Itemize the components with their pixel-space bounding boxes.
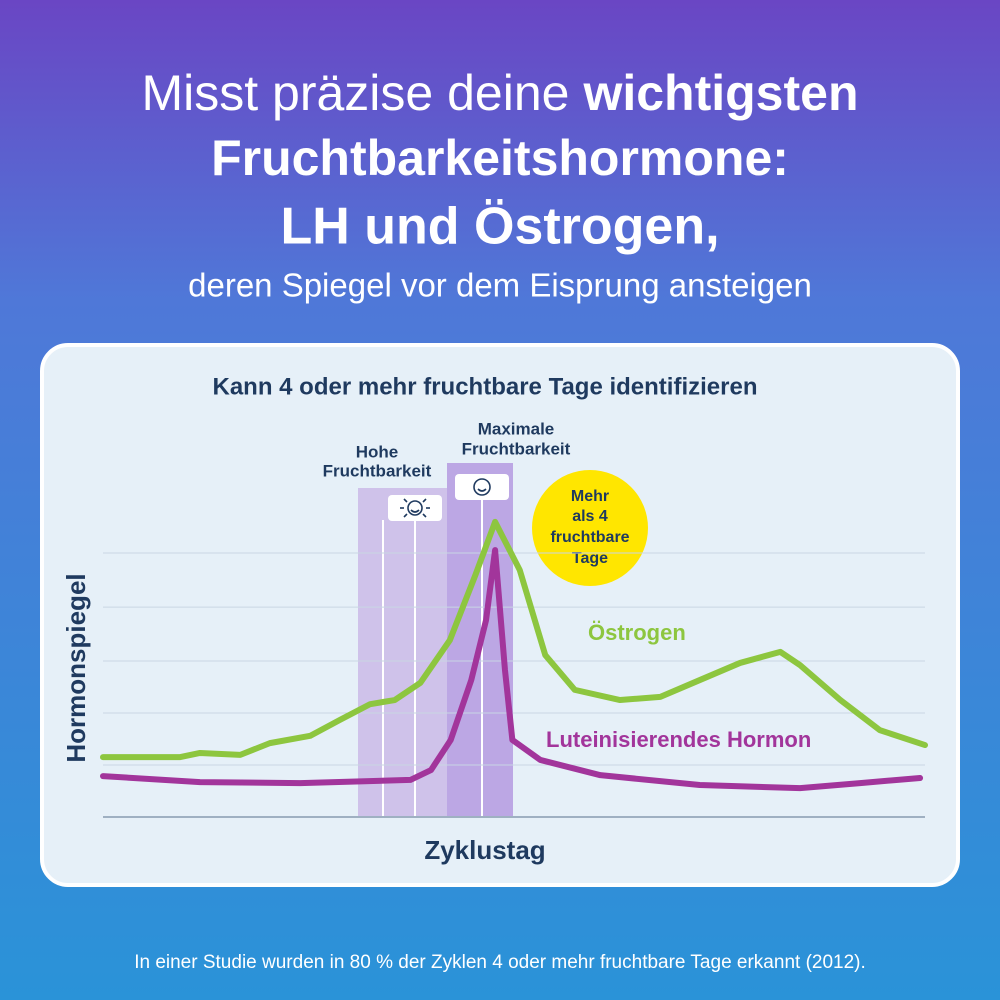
headline-2: Fruchtbarkeitshormone:: [211, 130, 789, 186]
annotation: Fruchtbarkeit: [323, 461, 432, 480]
headline-1: Misst präzise deine wichtigsten: [142, 65, 859, 121]
headline-regular: Misst präzise deine: [142, 65, 570, 121]
footnote: In einer Studie wurden in 80 % der Zykle…: [134, 952, 866, 973]
chart-title: Kann 4 oder mehr fruchtbare Tage identif…: [213, 373, 758, 400]
sun-face-icon: [400, 498, 430, 518]
headline-3: LH und Östrogen,: [280, 198, 719, 256]
y-axis-label: Hormonspiegel: [61, 573, 91, 762]
badge-text: als 4: [572, 508, 608, 525]
max-fertility-icon-bg: [455, 474, 509, 500]
series-line: [100, 518, 928, 761]
smiley-icon: [473, 478, 491, 496]
annotation: Fruchtbarkeit: [462, 439, 571, 458]
badge: [532, 470, 648, 586]
annotation: Hohe: [356, 442, 399, 461]
high-fertility-band: [358, 488, 447, 817]
subheadline: deren Spiegel vor dem Eisprung ansteigen: [188, 267, 812, 304]
series-label: Östrogen: [588, 620, 686, 645]
badge-text: Tage: [572, 550, 608, 567]
headline-bold: wichtigsten: [582, 65, 858, 121]
badge-text: Mehr: [571, 488, 609, 505]
badge-text: fruchtbare: [550, 529, 629, 546]
series-line: [100, 547, 924, 792]
high-fertility-icon-bg: [388, 495, 442, 521]
x-axis-label: Zyklustag: [424, 835, 545, 865]
series-label: Luteinisierendes Hormon: [546, 727, 811, 752]
annotation: Maximale: [478, 419, 555, 438]
